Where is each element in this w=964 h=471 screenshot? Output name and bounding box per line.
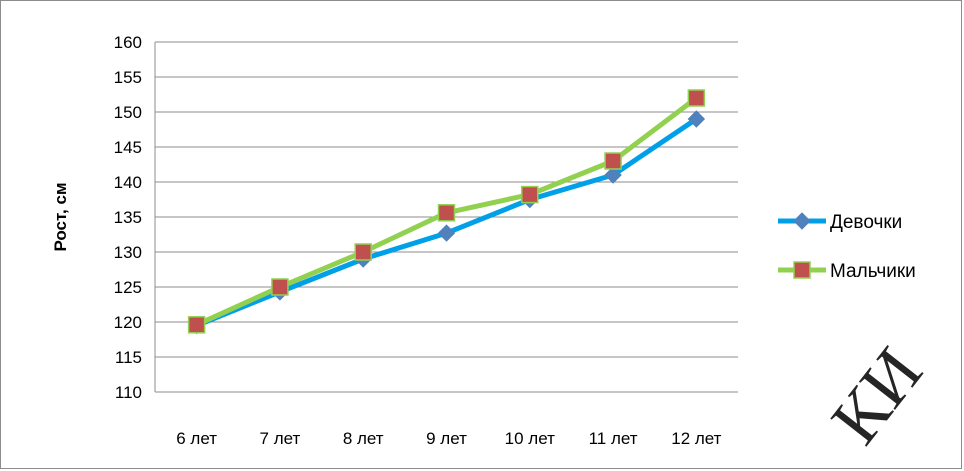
legend-label: Мальчики (830, 261, 916, 282)
data-point (271, 278, 289, 296)
data-point (354, 243, 372, 261)
data-point (437, 204, 456, 222)
y-tick-labels: 110 115 120 125 130 135 140 145 150 155 160 (114, 33, 142, 402)
x-tick-label: 10 лет (505, 429, 555, 448)
x-tick-label: 7 лет (260, 429, 301, 448)
y-tick-label: 120 (114, 313, 142, 332)
data-point (187, 316, 206, 334)
y-tick-label: 110 (115, 383, 142, 402)
y-tick-label: 135 (114, 208, 142, 227)
data-point (687, 110, 706, 128)
x-tick-label: 8 лет (343, 429, 384, 448)
y-tick-label: 115 (115, 348, 142, 367)
y-tick-label: 155 (114, 68, 142, 87)
series-0 (187, 110, 706, 335)
data-point (604, 166, 622, 184)
legend-marker (793, 261, 811, 279)
watermark: КИ (817, 334, 938, 458)
data-point (437, 224, 456, 242)
legend: Девочки Мальчики (778, 212, 916, 282)
series-layer (187, 89, 706, 335)
series-1 (187, 89, 706, 334)
legend-label: Девочки (830, 212, 902, 233)
data-point (521, 185, 539, 204)
y-tick-label: 160 (114, 33, 142, 52)
data-point (687, 89, 706, 107)
x-tick-labels: 6 лет 7 лет 8 лет 9 лет 10 лет 11 лет 12 лет (176, 429, 721, 448)
y-tick-label: 145 (114, 138, 142, 157)
x-tick-label: 6 лет (176, 429, 217, 448)
data-point (604, 152, 622, 170)
y-axis-title: Рост, см (51, 182, 70, 251)
y-tick-label: 125 (114, 278, 142, 297)
grid-lines (154, 41, 738, 393)
legend-marker (793, 212, 811, 230)
y-tick-label: 130 (114, 243, 142, 262)
y-tick-label: 150 (114, 103, 142, 122)
y-tick-label: 140 (114, 173, 142, 192)
x-tick-label: 11 лет (589, 429, 638, 448)
x-tick-label: 9 лет (426, 429, 467, 448)
x-tick-label: 12 лет (671, 429, 721, 448)
